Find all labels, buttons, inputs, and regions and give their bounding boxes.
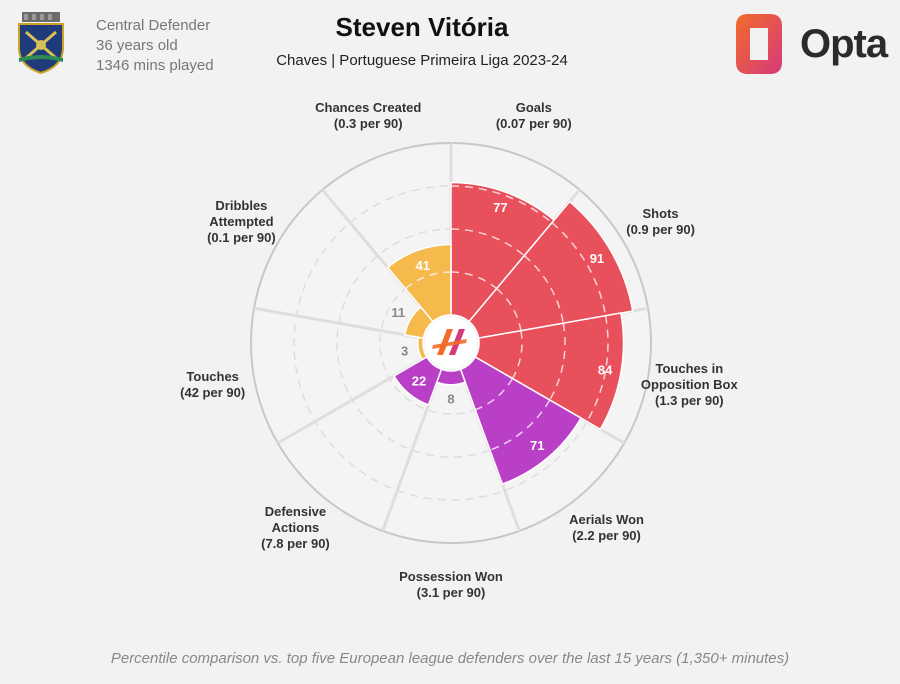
axis-label: Defensive Actions (7.8 per 90) [215, 504, 375, 552]
axis-label-name: Opposition Box [640, 377, 738, 393]
opta-mark-icon [432, 329, 467, 355]
axis-label: Goals (0.07 per 90) [454, 100, 614, 132]
bar-gridline [489, 399, 551, 451]
axis-label-name: Attempted [209, 214, 274, 229]
bar-touches-in-opposition-box [474, 312, 625, 431]
value-label: 8 [447, 391, 454, 406]
axis-label: Dribbles Attempted (0.1 per 90) [161, 198, 321, 246]
player-age: 36 years old [96, 37, 178, 54]
bar-gridline [511, 330, 523, 379]
axis-label-per90: (2.2 per 90) [572, 528, 641, 544]
value-label: 3 [401, 344, 408, 359]
value-label: 91 [590, 251, 604, 266]
bars [386, 181, 634, 486]
axis-label: Shots (0.9 per 90) [581, 206, 741, 238]
bar-chances-created [386, 243, 452, 323]
axis-label-per90: (3.1 per 90) [416, 585, 486, 600]
axis-label-name: Possession Won [399, 569, 503, 584]
player-info: Central Defender 36 years old 1346 mins … [96, 16, 214, 76]
bar-gridline [523, 255, 565, 324]
opta-logo-text: Opta [800, 22, 888, 66]
axis-label-per90: (42 per 90) [180, 385, 246, 401]
axis-label-name: Goals [515, 99, 552, 115]
bar-gridline [404, 271, 452, 290]
axis-label-per90: (0.07 per 90) [495, 115, 572, 131]
bar-gridline [549, 323, 566, 401]
bar-aerials-won [459, 355, 583, 486]
axis-label-per90: (0.3 per 90) [333, 115, 403, 131]
axis-label-per90: (0.9 per 90) [626, 222, 695, 237]
bar-gridline [450, 271, 498, 290]
axis-label-name: Touches in [655, 361, 724, 377]
player-minutes: 1346 mins played [96, 57, 214, 74]
value-label: 84 [598, 363, 613, 378]
axis-label-name: Defensive [264, 504, 327, 520]
opta-logo-icon [736, 14, 782, 74]
bar-gridline [496, 288, 522, 331]
chart-title: Steven Vitória [335, 12, 509, 42]
axis-label-name: Actions [271, 520, 320, 536]
axis-label: Aerials Won (2.2 per 90) [527, 512, 687, 544]
axis-label: Chances Created (0.3 per 90) [288, 100, 448, 132]
value-label: 41 [416, 258, 430, 273]
axis-label: Touches in Opposition Box (1.3 per 90) [609, 361, 769, 409]
value-label: 77 [493, 200, 507, 215]
axis-label: Possession Won (3.1 per 90) [371, 569, 531, 601]
club-crest-icon [18, 12, 64, 74]
axis-label-per90: (1.3 per 90) [654, 393, 724, 409]
axis-label-name: Dribbles [215, 198, 268, 213]
bar-goals [450, 181, 556, 323]
bar-defensive-actions [392, 355, 443, 406]
bar-gridline [450, 228, 525, 257]
footnote: Percentile comparison vs. top five Europ… [110, 650, 790, 667]
axis-label-per90: (0.1 per 90) [207, 230, 276, 245]
value-label: 22 [412, 374, 426, 389]
player-position: Central Defender [96, 17, 211, 34]
bar-gridline [475, 378, 514, 411]
chart-subtitle: Chaves | Portuguese Primeira Liga 2023-2… [276, 52, 568, 69]
value-label: 11 [391, 305, 405, 320]
value-label: 71 [530, 438, 544, 453]
axis-label: Touches (42 per 90) [133, 369, 293, 401]
axis-label-per90: (7.8 per 90) [261, 536, 330, 552]
axis-label-name: Shots [642, 206, 679, 221]
spoke-line [253, 306, 424, 340]
axis-label-name: Chances Created [315, 99, 422, 115]
axis-label-name: Touches [186, 369, 239, 385]
axis-label-name: Aerials Won [569, 512, 644, 528]
